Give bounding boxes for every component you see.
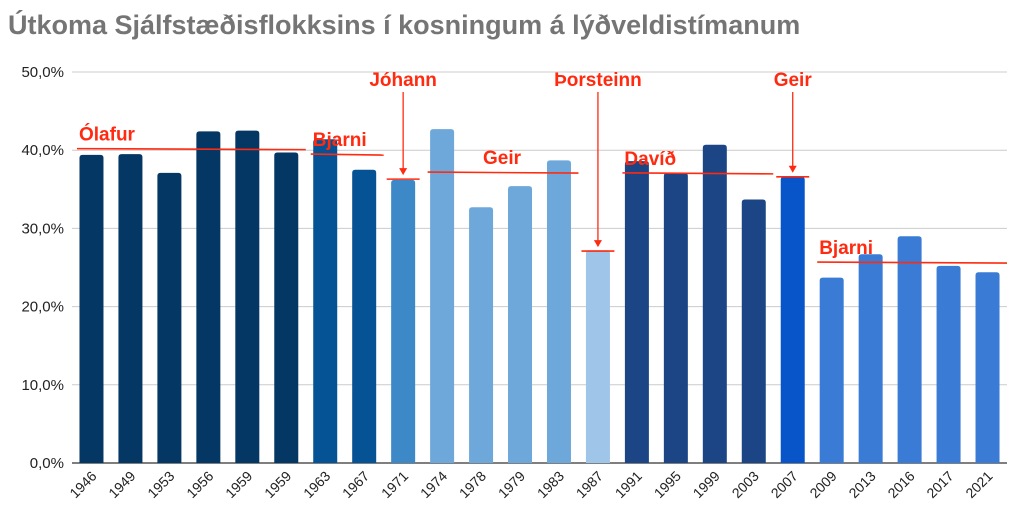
bar bbox=[702, 144, 727, 463]
y-tick-label: 50,0% bbox=[21, 64, 64, 81]
x-tick-label: 1953 bbox=[144, 468, 177, 501]
annotation-label: Geir bbox=[774, 70, 813, 91]
bar bbox=[391, 179, 416, 463]
x-tick-label: 1946 bbox=[66, 468, 99, 501]
annotation-label: Geir bbox=[483, 148, 522, 169]
annotation-label: Jóhann bbox=[369, 70, 437, 91]
x-tick-label: 1983 bbox=[534, 468, 567, 501]
y-tick-label: 10,0% bbox=[21, 377, 64, 394]
annotation-label: Ólafur bbox=[79, 124, 136, 146]
x-tick-label: 1987 bbox=[573, 468, 606, 501]
x-tick-label: 1979 bbox=[495, 468, 528, 501]
annotation-label: Þorsteinn bbox=[554, 70, 642, 91]
bar bbox=[313, 139, 338, 463]
x-tick-label: 2017 bbox=[923, 468, 956, 501]
x-tick-label: 1991 bbox=[612, 468, 645, 501]
bar bbox=[79, 154, 104, 463]
bar bbox=[508, 186, 533, 463]
bar bbox=[235, 130, 260, 463]
bar bbox=[469, 207, 494, 463]
annotation-label: Davíð bbox=[624, 149, 676, 170]
bar bbox=[352, 169, 377, 463]
x-tick-label: 1949 bbox=[105, 468, 138, 501]
x-tick-label: 2016 bbox=[884, 468, 917, 501]
y-tick-label: 40,0% bbox=[21, 142, 64, 159]
bar bbox=[196, 131, 221, 463]
bar bbox=[585, 250, 610, 463]
bar bbox=[897, 236, 922, 463]
x-tick-label: 1959 bbox=[222, 468, 255, 501]
bar bbox=[624, 161, 649, 463]
bar bbox=[741, 199, 766, 463]
arrow-head-icon bbox=[788, 165, 797, 173]
bar bbox=[157, 172, 182, 464]
bar bbox=[118, 154, 143, 464]
x-tick-label: 2009 bbox=[806, 468, 839, 501]
bar bbox=[858, 254, 883, 463]
bar bbox=[546, 160, 571, 463]
x-tick-label: 1999 bbox=[690, 468, 723, 501]
x-tick-label: 1959 bbox=[261, 468, 294, 501]
x-tick-label: 2013 bbox=[845, 468, 878, 501]
leader-line bbox=[76, 147, 306, 151]
y-tick-label: 20,0% bbox=[21, 299, 64, 316]
leader-line bbox=[817, 261, 1008, 264]
bar bbox=[663, 172, 688, 464]
x-tick-label: 1978 bbox=[456, 468, 489, 501]
y-tick-label: 0,0% bbox=[30, 455, 64, 472]
x-tick-label: 2007 bbox=[768, 468, 801, 501]
x-tick-label: 1974 bbox=[417, 468, 450, 501]
annotation-label: Bjarni bbox=[313, 130, 367, 151]
bar bbox=[936, 265, 961, 463]
chart-title: Útkoma Sjálfstæðisflokksins í kosningum … bbox=[8, 10, 801, 40]
x-tick-label: 1963 bbox=[300, 468, 333, 501]
leader-line bbox=[427, 171, 579, 174]
x-tick-label: 1995 bbox=[651, 468, 684, 501]
bar bbox=[430, 129, 455, 463]
leader-line bbox=[310, 153, 384, 156]
bar bbox=[975, 272, 1000, 463]
x-tick-label: 2003 bbox=[729, 468, 762, 501]
x-tick-label: 1971 bbox=[378, 468, 411, 501]
bar bbox=[780, 176, 805, 463]
bar bbox=[274, 152, 299, 463]
x-tick-label: 1956 bbox=[183, 468, 216, 501]
bar bbox=[819, 277, 844, 463]
arrow-head-icon bbox=[399, 168, 408, 176]
leader-line bbox=[622, 172, 774, 175]
x-tick-label: 1967 bbox=[339, 468, 372, 501]
y-tick-label: 30,0% bbox=[21, 220, 64, 237]
annotation-label: Bjarni bbox=[819, 238, 873, 259]
x-tick-label: 2021 bbox=[962, 468, 995, 501]
arrow-head-icon bbox=[593, 240, 602, 248]
